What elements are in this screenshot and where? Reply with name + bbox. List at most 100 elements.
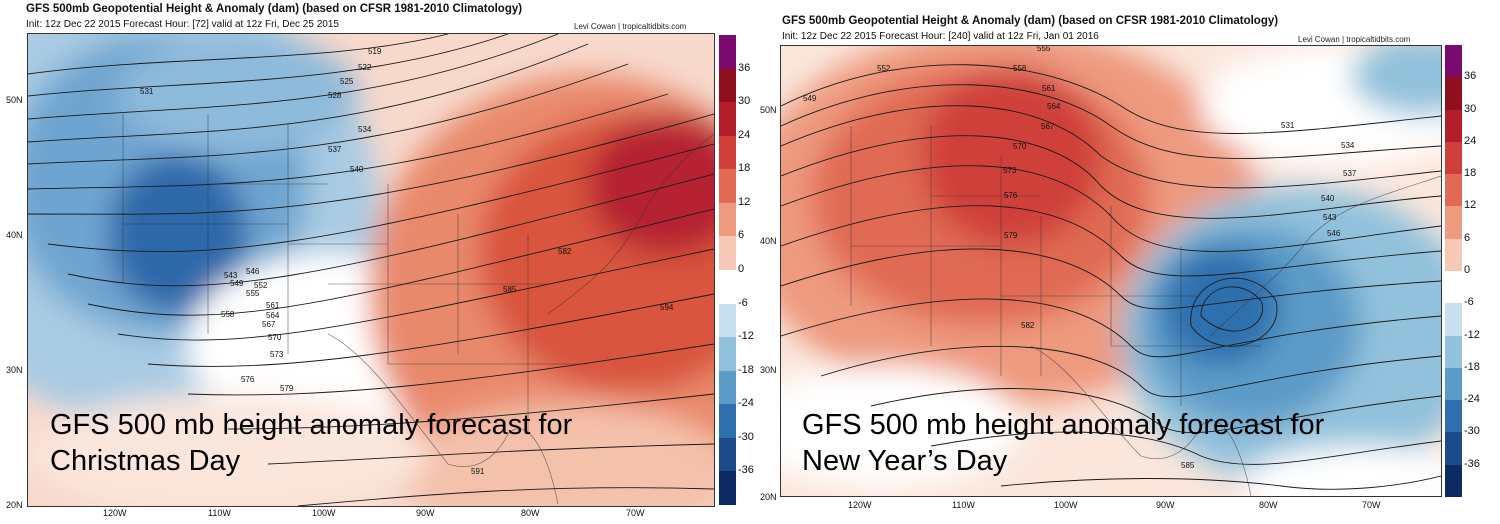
lat-label: 30N: [760, 365, 777, 375]
colorbar-segment: [719, 370, 736, 405]
colorbar-label: -6: [1464, 296, 1474, 309]
colorbar-segment: [719, 270, 736, 305]
anomaly-map-graphic: 531 534 537 540 543 546 549 552 555 558 …: [781, 46, 1441, 496]
lon-label: 70W: [626, 508, 645, 518]
map-subtitle: Init: 12z Dec 22 2015 Forecast Hour: [72…: [26, 19, 339, 30]
contour-label: 558: [1013, 64, 1027, 73]
contour-label: 549: [230, 279, 244, 288]
colorbar-label: 6: [1464, 231, 1471, 244]
caption-line-1: GFS 500 mb height anomaly forecast for: [802, 409, 1325, 441]
map-panel-new-years: GFS 500mb Geopotential Height & Anomaly …: [752, 0, 1500, 524]
colorbar: [719, 35, 736, 506]
contour-label: 540: [1321, 194, 1335, 203]
caption-line-1: GFS 500 mb height anomaly forecast for: [50, 409, 573, 441]
colorbar-label: -24: [1464, 393, 1480, 406]
caption-line-2: New Year’s Day: [802, 445, 1008, 477]
contour-label: 585: [1181, 461, 1195, 470]
contour-label: 591: [471, 467, 485, 476]
contour-label: 594: [660, 303, 674, 312]
colorbar-segment: [1445, 45, 1462, 78]
caption: GFS 500 mb height anomaly forecast for N…: [802, 407, 1324, 479]
contour-label: 564: [266, 311, 280, 320]
map-title: GFS 500mb Geopotential Height & Anomaly …: [782, 15, 1279, 27]
colorbar-segment: [1445, 141, 1462, 175]
lon-label: 110W: [952, 500, 975, 510]
colorbar-label: -30: [1464, 425, 1480, 438]
contour-label: 561: [1042, 84, 1056, 93]
map-subtitle: Init: 12z Dec 22 2015 Forecast Hour: [24…: [782, 31, 1099, 42]
colorbar-label: -18: [738, 363, 754, 376]
contour-label: 579: [1004, 231, 1018, 240]
anomaly-map-graphic: 519 522 525 528 531 534 537 540 543 546 …: [28, 34, 714, 506]
colorbar-segment: [719, 337, 736, 372]
colorbar-label: -30: [738, 430, 754, 443]
colorbar-segment: [719, 236, 736, 271]
map-panel-christmas: GFS 500mb Geopotential Height & Anomaly …: [6, 3, 754, 518]
colorbar-segment: [1445, 77, 1462, 111]
colorbar-label: 36: [738, 61, 751, 74]
anomaly-map: 519 522 525 528 531 534 537 540 543 546 …: [27, 33, 715, 507]
contour-label: 582: [1021, 321, 1035, 330]
colorbar-segment: [719, 303, 736, 338]
contour-label: 555: [246, 289, 260, 298]
colorbar-label: 0: [1464, 264, 1471, 276]
caption: GFS 500 mb height anomaly forecast for C…: [50, 407, 572, 479]
colorbar-segment: [1445, 432, 1462, 466]
contour-label: 567: [262, 320, 276, 329]
colorbar-segment: [719, 35, 736, 70]
contour-label: 567: [1041, 122, 1055, 131]
contour-label: 534: [358, 125, 372, 134]
contour-label: 573: [270, 350, 284, 359]
lon-label: 90W: [416, 508, 435, 518]
contour-label: 552: [254, 281, 268, 290]
colorbar-label: 12: [738, 195, 751, 208]
colorbar-segment: [1445, 335, 1462, 369]
caption-line-2: Christmas Day: [50, 445, 241, 477]
lon-label: 70W: [1362, 500, 1381, 510]
colorbar-segment: [1445, 238, 1462, 272]
colorbar-segment: [719, 102, 736, 137]
contour-label: 537: [328, 145, 342, 154]
colorbar-label: -12: [1464, 328, 1480, 341]
contour-label: 528: [328, 91, 342, 100]
colorbar-segment: [1445, 464, 1462, 498]
lon-label: 90W: [1156, 500, 1175, 510]
contour-label: 522: [358, 63, 372, 72]
colorbar-segment: [1445, 109, 1462, 143]
contour-label: 546: [246, 267, 260, 276]
colorbar-label: 24: [1464, 134, 1477, 147]
colorbar-label: 30: [1464, 102, 1477, 115]
lat-label: 20N: [760, 492, 777, 502]
contour-label: 576: [241, 375, 255, 384]
colorbar-label: 0: [738, 263, 745, 275]
colorbar-segment: [719, 68, 736, 103]
colorbar-label: -36: [738, 464, 754, 477]
lon-label: 100W: [312, 508, 336, 518]
colorbar-segment: [1445, 367, 1462, 401]
contour-label: 525: [340, 77, 354, 86]
map-credit: Levi Cowan | tropicaltidbits.com: [574, 22, 687, 31]
colorbar-label: 12: [1464, 199, 1477, 212]
lon-label: 80W: [521, 508, 540, 518]
colorbar-label: -24: [738, 397, 754, 410]
contour-label: 540: [350, 165, 364, 174]
contour-label: 552: [877, 64, 891, 73]
contour-label: 549: [803, 94, 817, 103]
colorbar-label: 18: [1464, 167, 1477, 180]
contour-label: 579: [280, 384, 294, 393]
colorbar-segment: [1445, 174, 1462, 207]
colorbar-segment: [719, 404, 736, 439]
lat-label: 40N: [760, 236, 777, 246]
lat-label: 50N: [6, 95, 23, 105]
colorbar-segment: [1445, 303, 1462, 337]
lon-label: 80W: [1259, 500, 1278, 510]
contour-label: 570: [1013, 142, 1027, 151]
lat-label: 40N: [6, 230, 23, 240]
lon-label: 100W: [1054, 500, 1078, 510]
colorbar-label: 30: [738, 95, 751, 108]
lon-label: 120W: [848, 500, 872, 510]
lat-label: 50N: [760, 105, 777, 115]
contour-label: 537: [1343, 169, 1357, 178]
lat-label: 20N: [6, 500, 23, 510]
colorbar-labels: 36 30 24 18 12 6 0 -6 -12 -18 -24 -30 -36: [1464, 45, 1494, 497]
